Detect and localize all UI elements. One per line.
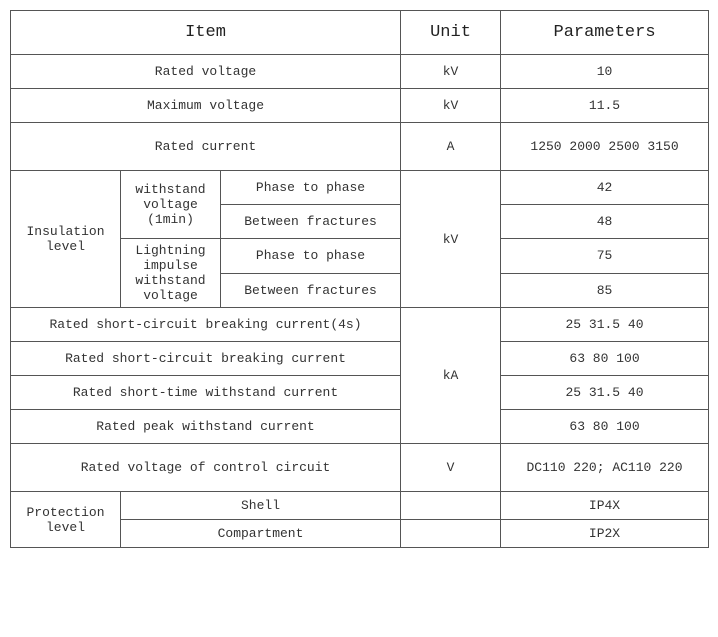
unit-ka: kA — [401, 308, 501, 444]
unit-rated-current: A — [401, 123, 501, 171]
param-rated-current: 1250 2000 2500 3150 — [501, 123, 709, 171]
label-lightning-phase: Phase to phase — [221, 239, 401, 274]
unit-rated-voltage: kV — [401, 55, 501, 89]
header-parameters: Parameters — [501, 11, 709, 55]
label-ctrl-voltage: Rated voltage of control circuit — [11, 444, 401, 492]
row-max-voltage: Maximum voltage kV 11.5 — [11, 89, 709, 123]
row-ctrl-voltage: Rated voltage of control circuit V DC110… — [11, 444, 709, 492]
unit-ctrl-voltage: V — [401, 444, 501, 492]
label-withstand-fracture: Between fractures — [221, 205, 401, 239]
param-lightning-phase: 75 — [501, 239, 709, 274]
row-sc-break: Rated short-circuit breaking current 63 … — [11, 342, 709, 376]
param-withstand-phase: 42 — [501, 171, 709, 205]
label-rated-current: Rated current — [11, 123, 401, 171]
row-protection-shell: Protection level Shell IP4X — [11, 492, 709, 520]
param-st-withstand: 25 31.5 40 — [501, 376, 709, 410]
spec-table: Item Unit Parameters Rated voltage kV 10… — [10, 10, 709, 548]
param-sc-break-4s: 25 31.5 40 — [501, 308, 709, 342]
unit-compartment — [401, 520, 501, 548]
param-compartment: IP2X — [501, 520, 709, 548]
unit-max-voltage: kV — [401, 89, 501, 123]
label-lightning-impulse: Lightning impulse withstand voltage — [121, 239, 221, 308]
param-peak-withstand: 63 80 100 — [501, 410, 709, 444]
param-lightning-fracture: 85 — [501, 273, 709, 308]
table-header-row: Item Unit Parameters — [11, 11, 709, 55]
label-rated-voltage: Rated voltage — [11, 55, 401, 89]
label-max-voltage: Maximum voltage — [11, 89, 401, 123]
label-peak-withstand: Rated peak withstand current — [11, 410, 401, 444]
row-rated-current: Rated current A 1250 2000 2500 3150 — [11, 123, 709, 171]
row-peak-withstand: Rated peak withstand current 63 80 100 — [11, 410, 709, 444]
label-shell: Shell — [121, 492, 401, 520]
row-rated-voltage: Rated voltage kV 10 — [11, 55, 709, 89]
param-rated-voltage: 10 — [501, 55, 709, 89]
label-withstand-voltage: withstand voltage (1min) — [121, 171, 221, 239]
param-ctrl-voltage: DC110 220; AC110 220 — [501, 444, 709, 492]
param-withstand-fracture: 48 — [501, 205, 709, 239]
label-withstand-phase: Phase to phase — [221, 171, 401, 205]
unit-shell — [401, 492, 501, 520]
label-insulation-level: Insulation level — [11, 171, 121, 308]
header-unit: Unit — [401, 11, 501, 55]
label-lightning-fracture: Between fractures — [221, 273, 401, 308]
label-sc-break: Rated short-circuit breaking current — [11, 342, 401, 376]
label-protection-level: Protection level — [11, 492, 121, 548]
row-insulation-withstand-phase: Insulation level withstand voltage (1min… — [11, 171, 709, 205]
param-shell: IP4X — [501, 492, 709, 520]
row-sc-break-4s: Rated short-circuit breaking current(4s)… — [11, 308, 709, 342]
unit-insulation: kV — [401, 171, 501, 308]
label-sc-break-4s: Rated short-circuit breaking current(4s) — [11, 308, 401, 342]
label-compartment: Compartment — [121, 520, 401, 548]
header-item: Item — [11, 11, 401, 55]
row-st-withstand: Rated short-time withstand current 25 31… — [11, 376, 709, 410]
param-sc-break: 63 80 100 — [501, 342, 709, 376]
label-st-withstand: Rated short-time withstand current — [11, 376, 401, 410]
param-max-voltage: 11.5 — [501, 89, 709, 123]
